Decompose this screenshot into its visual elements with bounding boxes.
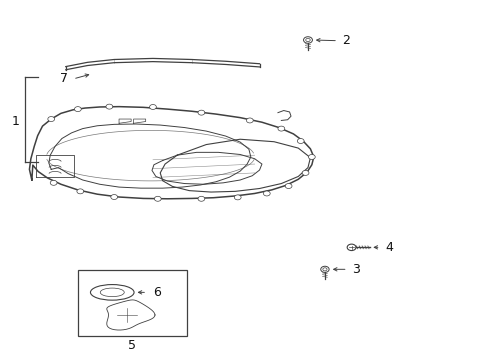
Text: 5: 5 (128, 339, 136, 352)
Text: 7: 7 (60, 72, 68, 85)
Circle shape (74, 107, 81, 112)
Circle shape (106, 104, 113, 109)
Circle shape (198, 196, 205, 201)
Circle shape (198, 110, 205, 115)
Circle shape (347, 244, 356, 251)
Circle shape (285, 184, 292, 189)
Circle shape (309, 154, 315, 159)
Circle shape (321, 266, 329, 273)
Text: 2: 2 (342, 34, 350, 47)
Text: 4: 4 (386, 241, 393, 254)
Text: 6: 6 (153, 286, 161, 299)
Text: 3: 3 (352, 263, 361, 276)
Circle shape (77, 189, 84, 194)
Circle shape (149, 104, 156, 109)
Circle shape (48, 117, 54, 122)
Circle shape (264, 191, 270, 196)
Circle shape (246, 118, 253, 123)
Circle shape (303, 37, 313, 43)
Circle shape (154, 196, 161, 201)
Circle shape (234, 195, 241, 200)
Circle shape (111, 194, 118, 199)
Circle shape (50, 180, 57, 185)
Text: 1: 1 (12, 115, 20, 128)
Bar (78, 270, 187, 336)
Circle shape (297, 139, 304, 144)
Circle shape (278, 126, 285, 131)
Circle shape (302, 170, 309, 175)
